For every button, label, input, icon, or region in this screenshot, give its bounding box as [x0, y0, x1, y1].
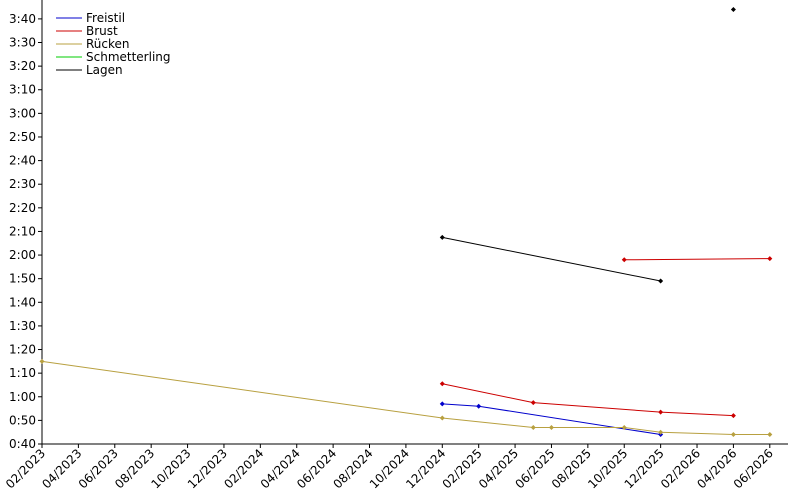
data-point [548, 424, 554, 430]
data-point [767, 256, 773, 262]
data-point [621, 424, 627, 430]
y-tick-label: 3:00 [9, 106, 36, 120]
data-point [476, 403, 482, 409]
y-tick-label: 2:30 [9, 177, 36, 191]
y-tick-label: 3:10 [9, 83, 36, 97]
data-point [530, 400, 536, 406]
y-tick-label: 1:30 [9, 319, 36, 333]
x-tick-label: 06/2026 [731, 446, 776, 491]
data-point [439, 415, 445, 421]
legend-label: Schmetterling [86, 50, 171, 64]
data-point [658, 429, 664, 435]
y-tick-label: 3:20 [9, 59, 36, 73]
data-point [730, 432, 736, 438]
y-tick-label: 2:20 [9, 201, 36, 215]
data-point [730, 6, 736, 12]
y-tick-label: 3:30 [9, 36, 36, 50]
y-tick-label: 3:40 [9, 12, 36, 26]
y-tick-label: 0:50 [9, 413, 36, 427]
data-point [39, 358, 45, 364]
series-line [442, 258, 770, 417]
y-tick-label: 1:10 [9, 366, 36, 380]
legend-label: Rücken [86, 37, 130, 51]
data-point [658, 409, 664, 415]
y-tick-label: 1:40 [9, 295, 36, 309]
series-line [41, 360, 770, 436]
data-point [767, 432, 773, 438]
series-line [442, 9, 733, 281]
legend-label: Brust [86, 24, 118, 38]
y-tick-label: 2:50 [9, 130, 36, 144]
y-tick-label: 2:40 [9, 154, 36, 168]
y-tick-label: 1:50 [9, 272, 36, 286]
data-point [621, 257, 627, 263]
legend-label: Lagen [86, 63, 123, 77]
data-point [530, 424, 536, 430]
y-tick-label: 2:10 [9, 224, 36, 238]
legend-label: Freistil [86, 11, 125, 25]
data-point [439, 401, 445, 407]
y-tick-label: 2:00 [9, 248, 36, 262]
data-point [439, 234, 445, 240]
y-tick-label: 1:20 [9, 343, 36, 357]
data-point [658, 278, 664, 284]
data-point [730, 413, 736, 419]
y-tick-label: 1:00 [9, 390, 36, 404]
y-tick-label: 0:40 [9, 437, 36, 451]
data-point [439, 381, 445, 387]
